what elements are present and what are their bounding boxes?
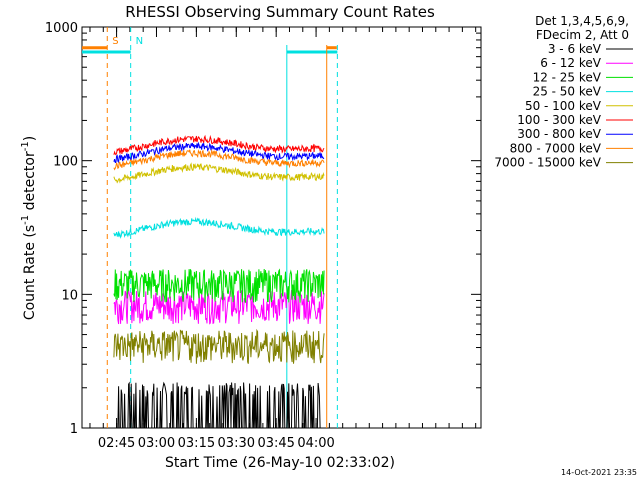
legend-label: 800 - 7000 keV bbox=[510, 141, 602, 155]
y-label-part-1: Count Rate (s bbox=[22, 225, 38, 320]
legend-header-line-1: Det 1,3,4,5,6,9, bbox=[535, 14, 629, 28]
legend: Det 1,3,4,5,6,9, FDecim 2, Att 0 3 - 6 k… bbox=[494, 14, 633, 170]
series-lines bbox=[113, 134, 325, 429]
series-line bbox=[113, 216, 325, 239]
legend-label: 6 - 12 keV bbox=[540, 56, 602, 70]
y-label-part-3: ) bbox=[22, 136, 38, 141]
y-label-sup-2: -1 bbox=[20, 141, 31, 151]
x-tick-label: 03:00 bbox=[138, 436, 175, 451]
legend-label: 25 - 50 keV bbox=[533, 85, 602, 99]
x-tick-label: 03:30 bbox=[218, 436, 255, 451]
flag-segments bbox=[82, 46, 338, 54]
legend-label: 300 - 800 keV bbox=[517, 127, 601, 141]
series-line bbox=[113, 328, 325, 364]
x-tick-label: 03:15 bbox=[178, 436, 215, 451]
legend-label: 12 - 25 keV bbox=[533, 70, 602, 84]
x-tick-label: 02:45 bbox=[98, 436, 135, 451]
y-tick-label: 100 bbox=[53, 155, 78, 170]
marker-label: S bbox=[112, 36, 118, 47]
legend-label: 3 - 6 keV bbox=[548, 42, 602, 56]
y-label-sup-1: -1 bbox=[20, 215, 31, 225]
footer-timestamp: 14-Oct-2021 23:35 bbox=[561, 468, 637, 477]
legend-label: 100 - 300 keV bbox=[517, 113, 601, 127]
legend-header-line-2: FDecim 2, Att 0 bbox=[536, 28, 629, 42]
marker-label: N bbox=[136, 36, 143, 47]
series-line bbox=[113, 141, 325, 164]
series-line bbox=[113, 134, 325, 156]
y-tick-label: 10 bbox=[61, 288, 78, 303]
y-tick-label: 1 bbox=[70, 422, 78, 437]
series-line bbox=[113, 268, 325, 303]
legend-label: 50 - 100 keV bbox=[525, 99, 602, 113]
x-tick-label: 03:45 bbox=[257, 436, 294, 451]
y-axis: 1 10 100 1000 bbox=[45, 21, 481, 437]
y-tick-label: 1000 bbox=[45, 21, 78, 36]
plot-frame bbox=[81, 26, 482, 429]
y-label-part-2: detector bbox=[22, 151, 38, 215]
series-line bbox=[113, 162, 325, 184]
y-axis-label: Count Rate (s-1 detector-1) bbox=[20, 136, 38, 320]
chart-title: RHESSI Observing Summary Count Rates bbox=[125, 3, 435, 21]
x-tick-label: 04:00 bbox=[297, 436, 334, 451]
x-axis-label: Start Time (26-May-10 02:33:02) bbox=[165, 455, 395, 471]
legend-label: 7000 - 15000 keV bbox=[494, 156, 601, 170]
series-line bbox=[113, 148, 325, 171]
series-line bbox=[113, 381, 325, 429]
x-axis: 02:45 03:00 03:15 03:30 03:45 04:00 bbox=[89, 27, 477, 451]
